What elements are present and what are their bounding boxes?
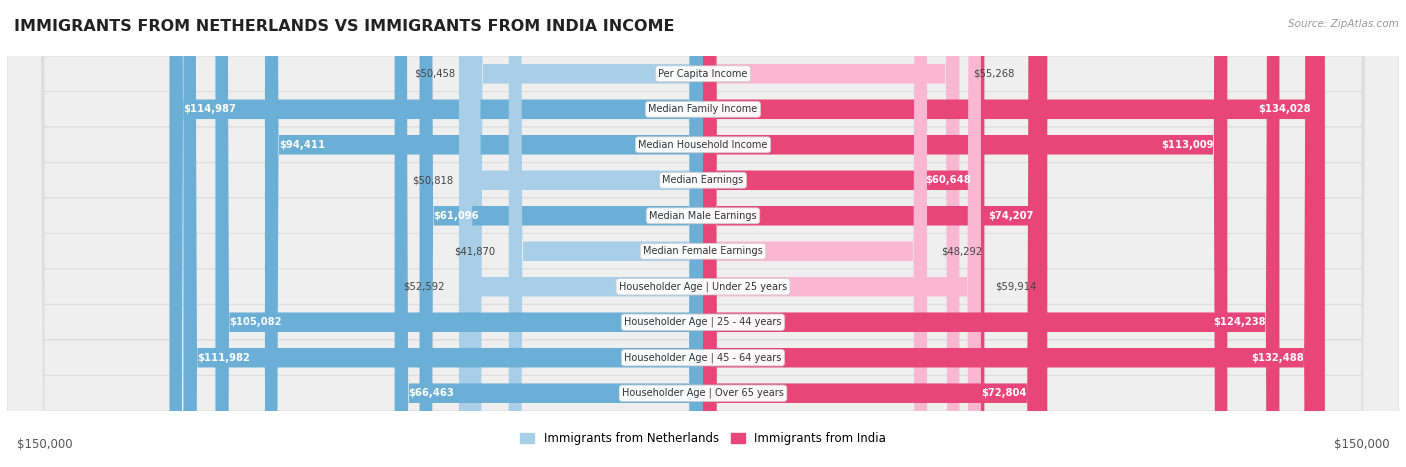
FancyBboxPatch shape	[183, 0, 703, 467]
Text: $72,804: $72,804	[981, 388, 1026, 398]
Text: Householder Age | Over 65 years: Householder Age | Over 65 years	[621, 388, 785, 398]
Text: Median Earnings: Median Earnings	[662, 175, 744, 185]
Text: $132,488: $132,488	[1251, 353, 1303, 363]
FancyBboxPatch shape	[703, 0, 1047, 467]
Text: $50,458: $50,458	[413, 69, 456, 79]
Text: $50,818: $50,818	[412, 175, 453, 185]
Text: $124,238: $124,238	[1213, 317, 1265, 327]
FancyBboxPatch shape	[264, 0, 703, 467]
FancyBboxPatch shape	[703, 0, 984, 467]
FancyBboxPatch shape	[7, 0, 1399, 467]
FancyBboxPatch shape	[703, 0, 1324, 467]
FancyBboxPatch shape	[509, 0, 703, 467]
Text: $59,914: $59,914	[995, 282, 1036, 292]
FancyBboxPatch shape	[703, 0, 981, 467]
FancyBboxPatch shape	[458, 0, 703, 467]
Text: $94,411: $94,411	[278, 140, 325, 150]
FancyBboxPatch shape	[7, 0, 1399, 467]
Text: $48,292: $48,292	[941, 246, 983, 256]
Text: Source: ZipAtlas.com: Source: ZipAtlas.com	[1288, 19, 1399, 28]
Text: $60,648: $60,648	[925, 175, 970, 185]
Text: $111,982: $111,982	[197, 353, 250, 363]
FancyBboxPatch shape	[703, 0, 1317, 467]
FancyBboxPatch shape	[7, 0, 1399, 467]
FancyBboxPatch shape	[7, 0, 1399, 467]
Text: $114,987: $114,987	[183, 104, 236, 114]
FancyBboxPatch shape	[467, 0, 703, 467]
Text: Median Family Income: Median Family Income	[648, 104, 758, 114]
FancyBboxPatch shape	[419, 0, 703, 467]
Text: $66,463: $66,463	[409, 388, 454, 398]
Text: $55,268: $55,268	[973, 69, 1015, 79]
Text: $52,592: $52,592	[404, 282, 446, 292]
Text: $74,207: $74,207	[988, 211, 1033, 221]
FancyBboxPatch shape	[703, 0, 1227, 467]
Text: $134,028: $134,028	[1258, 104, 1310, 114]
Text: Median Household Income: Median Household Income	[638, 140, 768, 150]
Text: $150,000: $150,000	[17, 438, 73, 451]
Legend: Immigrants from Netherlands, Immigrants from India: Immigrants from Netherlands, Immigrants …	[515, 427, 891, 449]
FancyBboxPatch shape	[395, 0, 703, 467]
FancyBboxPatch shape	[7, 0, 1399, 467]
Text: Median Male Earnings: Median Male Earnings	[650, 211, 756, 221]
Text: $113,009: $113,009	[1161, 140, 1213, 150]
Text: Median Female Earnings: Median Female Earnings	[643, 246, 763, 256]
FancyBboxPatch shape	[170, 0, 703, 467]
FancyBboxPatch shape	[7, 0, 1399, 467]
FancyBboxPatch shape	[7, 0, 1399, 467]
Text: $61,096: $61,096	[433, 211, 479, 221]
Text: Householder Age | 45 - 64 years: Householder Age | 45 - 64 years	[624, 353, 782, 363]
FancyBboxPatch shape	[468, 0, 703, 467]
Text: Householder Age | 25 - 44 years: Householder Age | 25 - 44 years	[624, 317, 782, 327]
Text: $41,870: $41,870	[454, 246, 495, 256]
FancyBboxPatch shape	[703, 0, 1279, 467]
Text: Per Capita Income: Per Capita Income	[658, 69, 748, 79]
FancyBboxPatch shape	[7, 0, 1399, 467]
Text: $150,000: $150,000	[1333, 438, 1389, 451]
FancyBboxPatch shape	[703, 0, 1040, 467]
Text: $105,082: $105,082	[229, 317, 281, 327]
FancyBboxPatch shape	[703, 0, 959, 467]
FancyBboxPatch shape	[215, 0, 703, 467]
FancyBboxPatch shape	[7, 0, 1399, 467]
Text: IMMIGRANTS FROM NETHERLANDS VS IMMIGRANTS FROM INDIA INCOME: IMMIGRANTS FROM NETHERLANDS VS IMMIGRANT…	[14, 19, 675, 34]
FancyBboxPatch shape	[703, 0, 927, 467]
Text: Householder Age | Under 25 years: Householder Age | Under 25 years	[619, 282, 787, 292]
FancyBboxPatch shape	[7, 0, 1399, 467]
